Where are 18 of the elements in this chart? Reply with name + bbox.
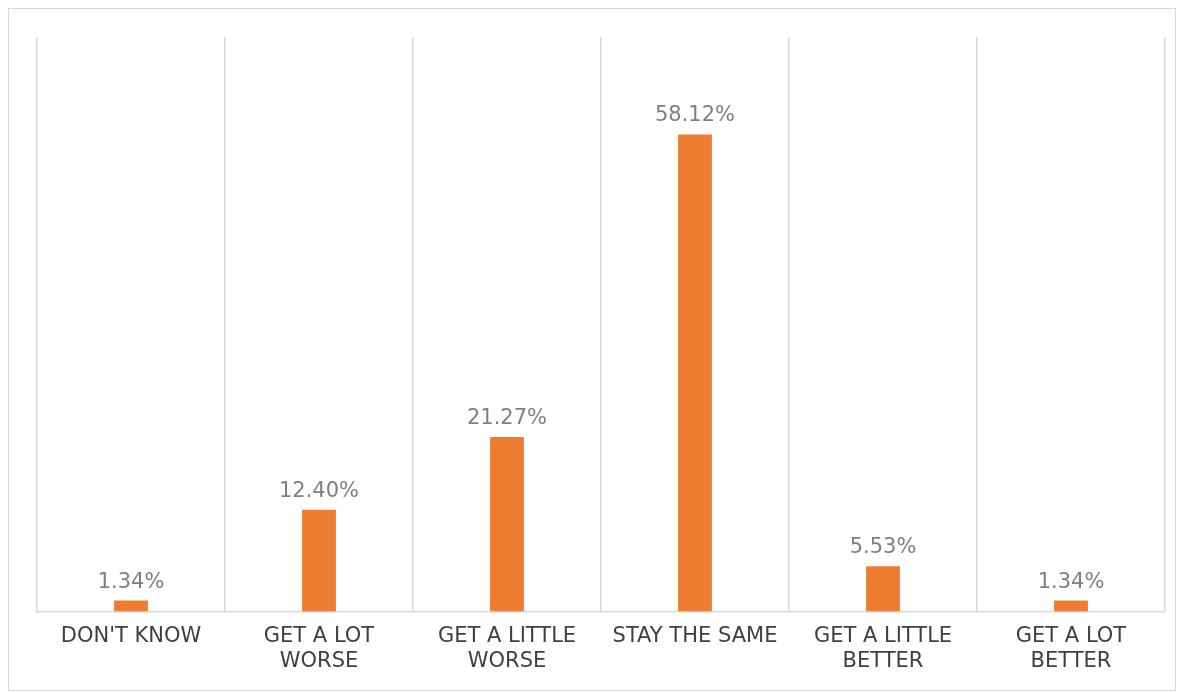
x-tick-label: GET A LITTLE BETTER [813, 622, 953, 672]
data-label: 21.27% [466, 404, 548, 429]
data-label: 5.53% [849, 534, 917, 559]
bar [1054, 600, 1088, 612]
x-tick-label: STAY THE SAME [612, 622, 778, 647]
x-tick-label: DON'T KNOW [60, 622, 202, 647]
bar [866, 566, 900, 612]
x-tick-label: GET A LOT BETTER [1015, 622, 1127, 672]
data-label: 12.40% [278, 477, 360, 502]
bar [678, 134, 712, 612]
x-tick-label: GET A LOT WORSE [263, 622, 375, 672]
x-tick-label: GET A LITTLE WORSE [437, 622, 577, 672]
bar [114, 600, 148, 612]
bar [490, 437, 524, 612]
data-label: 58.12% [654, 102, 736, 127]
data-label: 1.34% [1037, 568, 1105, 593]
bar [302, 509, 336, 612]
data-label: 1.34% [97, 568, 165, 593]
